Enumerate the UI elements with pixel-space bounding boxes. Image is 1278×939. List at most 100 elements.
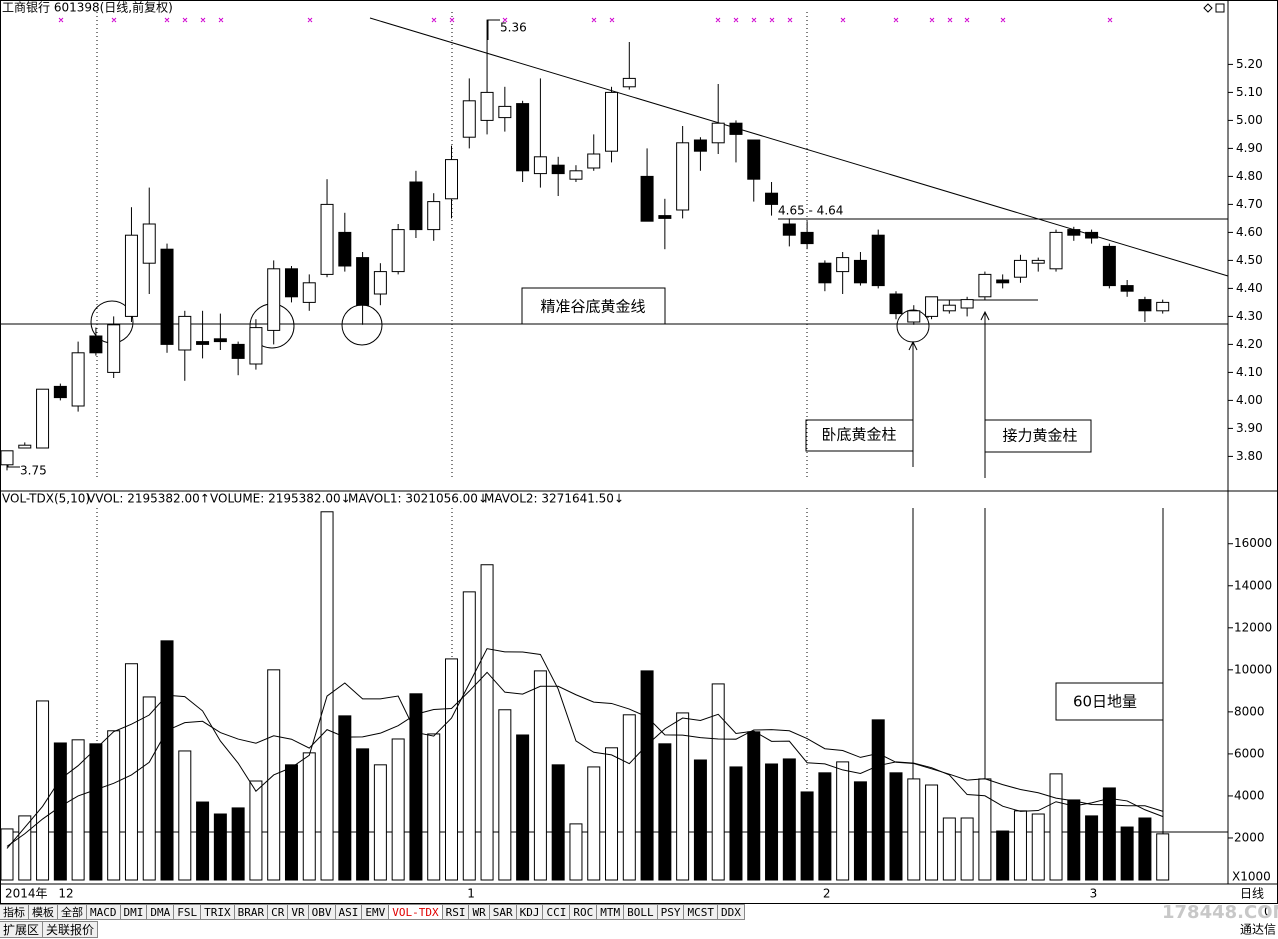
volume-bar [89,743,103,881]
volume-bar [480,564,494,881]
candle-body [1120,285,1134,292]
y-tick-label: 3.90 [1236,421,1263,435]
volume-bar [658,743,672,881]
candle-body [765,192,779,205]
candle-body [1031,259,1045,264]
volume-bar [427,733,441,881]
y-tick-label: 14000 [1234,578,1272,592]
candle-body [53,385,67,399]
ma-line [6,648,1163,849]
y-tick-label: 4.40 [1236,281,1263,295]
volume-bar [729,766,743,881]
candle-body [284,268,298,298]
candle-body [391,229,405,273]
candle-body [533,156,547,175]
brand: 通达信 [1240,923,1276,937]
candle-body [782,223,796,236]
tab[interactable]: CCI [543,904,571,920]
volume-bar [71,739,85,881]
tab[interactable]: DMI [120,904,148,920]
tab[interactable]: ROC [570,904,598,920]
volume-bar [960,817,974,881]
candle-body [889,293,903,315]
candle-body [640,175,654,222]
tab[interactable]: BRAR [234,904,269,920]
candle-body [925,296,939,317]
candle-body [747,139,761,180]
tab[interactable]: 扩展区 [0,921,44,938]
tab[interactable]: OBV [308,904,336,920]
tab[interactable]: 模板 [29,904,58,920]
y-tick-label: 4.70 [1236,197,1263,211]
candle-body [996,279,1010,284]
watermark: 178448.COM [1162,902,1278,923]
volume-bar [693,759,707,881]
volume-bar [551,764,565,881]
candle-body [462,100,476,138]
volume-bar [836,761,850,881]
x-tick-label: 2 [823,887,831,901]
candle-body [178,315,192,351]
tab[interactable]: ASI [335,904,363,920]
candle-body [1013,259,1027,278]
volume-bar [231,807,245,881]
candle-body [1085,231,1099,239]
candle-body [658,215,672,219]
candle-body [124,234,138,317]
volume-bar [800,791,814,881]
tab[interactable]: TRIX [201,904,235,920]
volume-bar [1049,773,1063,881]
volume-bar [587,766,601,881]
chart-title: 工商银行 601398(日线,前复权) [2,0,173,15]
candle-body [196,341,210,345]
volume-bar [142,696,156,881]
candle-body [569,170,583,180]
candle-body [1049,231,1063,270]
tab[interactable]: MCST [684,904,718,920]
tab[interactable]: DMA [147,904,175,920]
tab[interactable]: 关联报价 [43,921,99,938]
volume-bar [1102,787,1116,881]
volume-bar [516,734,530,881]
tab[interactable]: CR [268,904,289,920]
tab[interactable]: 指标 [0,904,29,920]
annotation: 接力黄金柱 [1002,427,1077,445]
annotation: 精准谷底黄金线 [540,298,645,316]
unit-label: X1000 [1232,870,1271,884]
tab[interactable]: MTM [597,904,625,920]
volume-bar [373,764,387,881]
tab[interactable]: VOL-TDX [389,904,443,920]
candle-body [107,324,121,373]
candle-body [36,388,50,449]
tab[interactable]: RSI [442,904,470,920]
volume-bar [53,742,67,881]
candle-body [498,105,512,119]
candle-body [480,91,494,121]
y-tick-label: 4000 [1234,788,1265,802]
candle-body [836,257,850,273]
volume-bar [1138,817,1152,881]
candle-body [213,338,227,343]
volume-bar [178,750,192,881]
tab[interactable]: BOLL [624,904,658,920]
tab[interactable]: EMV [362,904,390,920]
candle-body [356,257,370,306]
tab[interactable]: 全部 [58,904,87,920]
y-tick-label: 3.80 [1236,449,1263,463]
tab[interactable]: KDJ [516,904,544,920]
candle-body [1067,229,1081,236]
y-tick-label: 12000 [1234,620,1272,634]
candle-body [0,450,14,466]
tab[interactable]: WR [469,904,490,920]
tab[interactable]: VR [288,904,309,920]
volume-bar [36,700,50,881]
tab[interactable]: PSY [657,904,685,920]
tab[interactable]: DDX [717,904,745,920]
volume-bar [782,758,796,881]
volume-bar [0,828,14,881]
tab[interactable]: MACD [87,904,121,920]
tab[interactable]: FSL [174,904,202,920]
tab[interactable]: SAR [489,904,517,920]
y-tick-label: 4.60 [1236,225,1263,239]
